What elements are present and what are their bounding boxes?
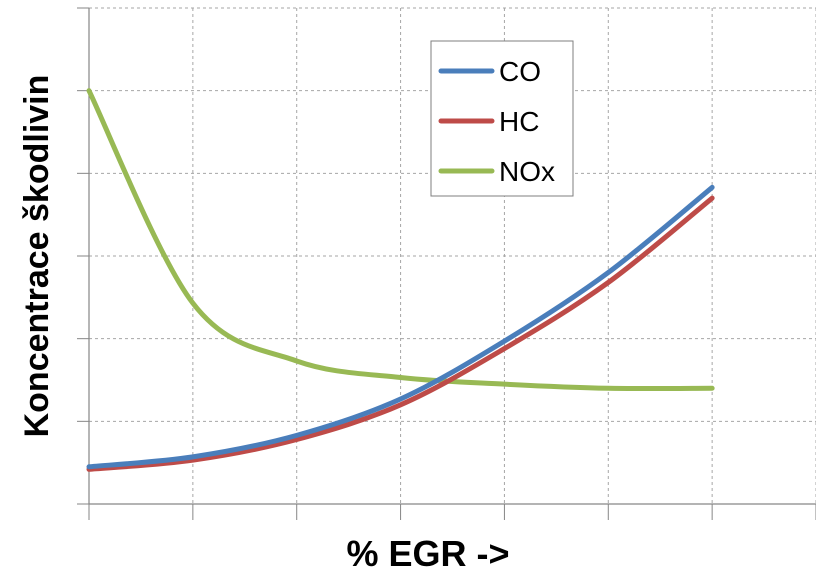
series-line-co bbox=[86, 184, 715, 470]
y-axis-title: Koncentrace škodlivin bbox=[18, 75, 56, 438]
series-line-nox bbox=[86, 88, 715, 392]
grid bbox=[89, 7, 816, 504]
legend-label-co: CO bbox=[499, 56, 541, 87]
legend-label-nox: NOx bbox=[499, 156, 555, 187]
x-axis-title: % EGR -> bbox=[346, 533, 509, 574]
series-line-hc bbox=[86, 195, 715, 472]
legend: CO HC NOx bbox=[430, 40, 574, 197]
series-lines bbox=[86, 88, 715, 472]
legend-label-hc: HC bbox=[499, 106, 539, 137]
